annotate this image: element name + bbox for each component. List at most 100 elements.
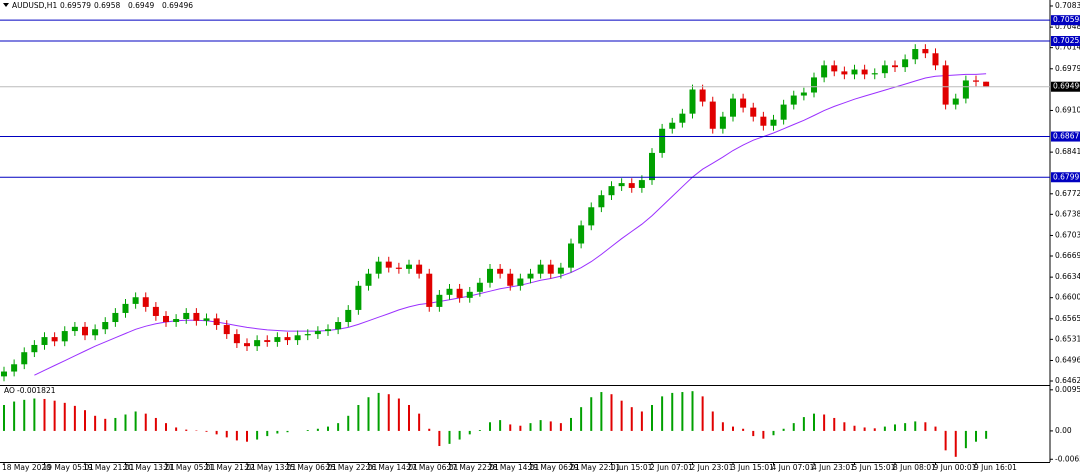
level-label-box [1051, 36, 1080, 47]
candle-body [821, 65, 828, 78]
candle-body [132, 297, 139, 304]
candle-body [831, 65, 838, 72]
candle-body [983, 81, 990, 87]
menu-arrow[interactable] [3, 3, 9, 7]
candle-body [638, 180, 645, 188]
candle-body [71, 326, 78, 332]
candle-body [871, 73, 878, 75]
y-tick-label: 0.65313 [1055, 334, 1080, 343]
candle-body [507, 273, 514, 286]
candle-body [21, 352, 28, 365]
y-tick-label: 0.66003 [1055, 293, 1080, 302]
candle-body [82, 326, 88, 336]
x-tick-label: 22 May 13:01 [245, 463, 297, 472]
candle-body [689, 89, 696, 114]
candle-body [274, 337, 281, 342]
candle-body [254, 340, 261, 347]
level-label: 0.67997 [1053, 172, 1080, 181]
x-tick-label: 26 May 14:01 [367, 463, 419, 472]
candle-body [709, 101, 716, 129]
candle-body [497, 268, 504, 274]
x-tick-label: 25 May 22:01 [326, 463, 378, 472]
x-tick-label: 9 Jun 00:01 [934, 463, 977, 472]
candle-body [881, 65, 888, 74]
y-tick-label: 0.66343 [1055, 272, 1080, 281]
candle-body [152, 306, 159, 316]
candle-body [628, 183, 635, 188]
candle-body [952, 98, 959, 105]
candle-body [244, 343, 250, 347]
y-tick-label: 0.64963 [1055, 355, 1080, 364]
candle-body [385, 261, 392, 268]
x-tick-label: 19 May 05:01 [43, 463, 95, 472]
indicator-value: -0.001821 [17, 386, 56, 395]
x-tick-label: 3 Jun 15:01 [731, 463, 774, 472]
y-tick-label: 0.64623 [1055, 376, 1080, 385]
candle-body [122, 303, 129, 313]
candle-body [203, 318, 210, 321]
candle-body [416, 264, 423, 274]
candle-body [355, 285, 362, 310]
y-tick-label: 0.009514 [1055, 385, 1080, 394]
candle-body [61, 331, 68, 342]
candle-body [476, 282, 483, 292]
candle-body [142, 297, 149, 307]
x-tick-label: 27 May 06:01 [407, 463, 459, 472]
level-label: 0.70598 [1053, 15, 1080, 24]
candle-body [51, 337, 58, 342]
candle-body [213, 318, 220, 326]
candle-body [841, 71, 848, 75]
x-tick-label: 4 Jun 07:01 [772, 463, 815, 472]
y-tick-label: 0.00 [1055, 426, 1072, 435]
symbol: AUDUSD,H1 [12, 1, 57, 10]
x-tick-label: 4 Jun 23:01 [812, 463, 855, 472]
y-tick-label: 0.69103 [1055, 105, 1080, 114]
candle-body [183, 312, 190, 319]
x-tick-label: 29 May 06:01 [529, 463, 581, 472]
candle-body [750, 107, 757, 117]
candle-body [962, 80, 969, 99]
candle-body [173, 318, 180, 323]
candle-body [760, 116, 767, 126]
candle-body [659, 128, 666, 153]
candle-body [973, 80, 979, 82]
y-tick-label: 0.67723 [1055, 189, 1080, 198]
y-tick-label: 0.67033 [1055, 230, 1080, 239]
y-tick-label: 0.70143 [1055, 43, 1080, 52]
candle-body [790, 95, 797, 105]
ohlc-value: 0.69496 [162, 1, 193, 10]
ohlc-value: 0.6949 [128, 1, 154, 10]
candle-body [456, 288, 463, 298]
candle-body [679, 113, 686, 123]
candle-body [892, 65, 898, 68]
candle-body [112, 312, 119, 323]
x-tick-label: 5 Jun 15:01 [853, 463, 896, 472]
candle-body [314, 331, 321, 335]
candle-body [780, 104, 787, 120]
candle-body [598, 195, 605, 208]
y-tick-label: -0.006565 [1055, 454, 1080, 463]
candle-body [193, 312, 200, 321]
level-label: 0.70253 [1053, 36, 1080, 45]
y-tick-label: 0.66693 [1055, 251, 1080, 260]
candle-body [11, 364, 18, 372]
x-tick-label: 8 Jun 08:01 [893, 463, 936, 472]
candle-body [31, 344, 38, 353]
candle-body [922, 49, 929, 54]
candle-body [102, 322, 109, 330]
level-label-box [1051, 131, 1080, 142]
candle-body [942, 65, 949, 105]
x-tick-label: 29 May 22:01 [569, 463, 621, 472]
candle-body [375, 261, 382, 274]
candle-body [811, 77, 817, 93]
candle-body [264, 340, 271, 342]
y-tick-label: 0.67383 [1055, 209, 1080, 218]
current-price-box [1051, 81, 1080, 92]
candle-body [233, 334, 240, 344]
x-tick-label: 18 May 2020 [2, 463, 51, 472]
x-tick-label: 27 May 22:01 [448, 463, 500, 472]
candle-body [730, 98, 736, 117]
candle-body [436, 294, 443, 307]
y-tick-label: 0.65653 [1055, 314, 1080, 323]
